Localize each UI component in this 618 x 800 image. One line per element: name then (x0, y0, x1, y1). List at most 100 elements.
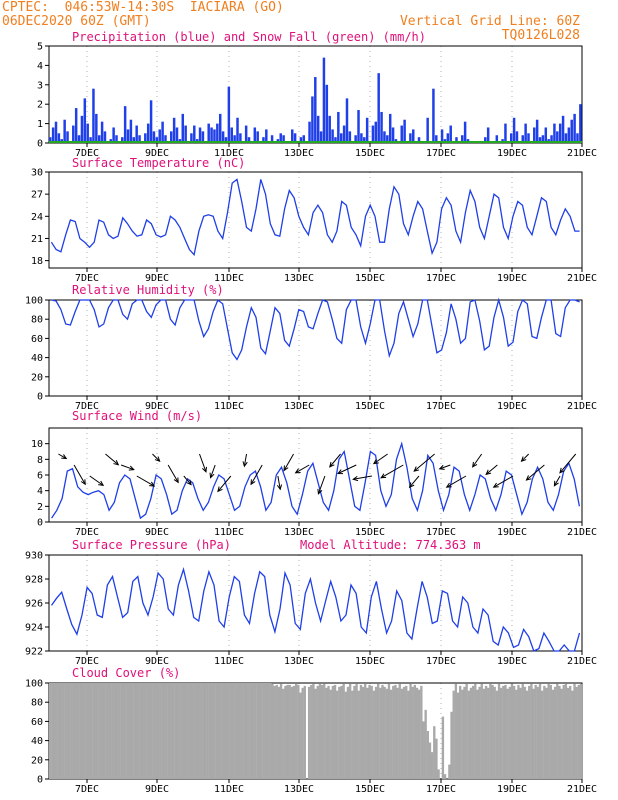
cloud-cover-bar (545, 687, 548, 779)
precip-bar (262, 137, 265, 143)
cloud-cover-bar (85, 683, 89, 779)
cloud-cover-bar (510, 683, 514, 779)
wind-arrow-shaft (329, 453, 341, 468)
panel-title-temperature: Surface Temperature (nC) (72, 156, 246, 170)
precip-bar (112, 127, 115, 143)
x-tick-label: 15DEC (355, 656, 385, 667)
cloud-cover-bar (456, 692, 460, 779)
wind-arrow-shaft (250, 464, 263, 485)
precip-bar (146, 123, 150, 143)
y-tick-label: 6 (37, 471, 43, 482)
cloud-cover-bar (286, 684, 289, 779)
wind-arrow-head (276, 484, 283, 491)
precip-bar (463, 121, 467, 143)
wind-arrow-head (317, 488, 323, 495)
cloud-cover-bar (70, 683, 73, 779)
precip-bar (440, 129, 444, 143)
y-tick-label: 100 (25, 679, 43, 690)
cloud-cover-bar (191, 683, 194, 779)
precip-bar (374, 121, 378, 143)
cloud-cover-bar (98, 683, 101, 779)
precip-bar (115, 135, 118, 143)
x-tick-label: 7DEC (75, 273, 99, 284)
precip-bar (72, 125, 75, 143)
x-tick-label: 17DEC (426, 401, 456, 412)
cloud-cover-bar (269, 683, 272, 779)
precip-bar (83, 98, 87, 143)
cloud-cover-bar (234, 683, 237, 779)
cloud-cover-bar (87, 683, 91, 779)
cloud-cover-bar (150, 683, 153, 779)
y-tick-label: 928 (25, 575, 43, 586)
wind-arrow-head (209, 472, 215, 479)
cloud-cover-bar (59, 683, 63, 779)
cloud-cover-bar (454, 683, 458, 779)
cloud-cover-bar (137, 683, 140, 779)
cloud-cover-bar (323, 683, 326, 779)
precip-bar (550, 135, 553, 143)
cloud-cover-bar (318, 683, 322, 779)
precip-bar (403, 119, 406, 143)
wind-arrow-head (113, 460, 120, 466)
precip-bar (460, 135, 464, 143)
precip-bar (339, 133, 343, 143)
cloud-cover-bar (366, 687, 369, 779)
cloud-cover-bar (450, 711, 453, 779)
cloud-cover-bar (167, 683, 171, 779)
cloud-cover-bar (316, 685, 319, 779)
cloud-cover-bar (243, 683, 246, 779)
cloud-cover-bar (202, 683, 205, 779)
wind-arrow-shaft (337, 464, 357, 474)
cloud-cover-bar (301, 687, 304, 779)
cloud-cover-bar (208, 683, 212, 779)
cloud-cover-bar (193, 683, 196, 779)
precip-bar (380, 111, 383, 143)
y-tick-label: 3 (37, 80, 43, 91)
y-tick-label: 40 (31, 353, 43, 364)
x-tick-label: 21DEC (567, 656, 597, 667)
precip-bar (175, 127, 179, 143)
precip-bar (233, 135, 236, 143)
x-tick-label: 15DEC (355, 527, 385, 538)
cloud-cover-bar (351, 690, 354, 779)
precip-bar (573, 113, 576, 143)
cloud-cover-bar (426, 731, 429, 779)
panel-title-pressure: Surface Pressure (hPa) (72, 538, 231, 552)
cloud-cover-bar (415, 687, 419, 779)
x-tick-label: 17DEC (426, 527, 456, 538)
precip-bar (77, 135, 81, 143)
cloud-cover-bar (346, 686, 350, 779)
x-tick-label: 9DEC (145, 656, 169, 667)
cloud-cover-bar (385, 688, 388, 779)
series-line (51, 297, 580, 361)
cloud-cover-bar (92, 683, 95, 779)
cloud-cover-bar (161, 683, 164, 779)
header-date: 06DEC2020 60Z (GMT) (2, 14, 151, 29)
x-tick-label: 15DEC (355, 273, 385, 284)
cloud-cover-bar (506, 688, 509, 779)
cloud-cover-bar (553, 686, 557, 779)
cloud-cover-bar (562, 684, 565, 779)
wind-arrow-shaft (243, 453, 248, 467)
panel-title-cloud: Cloud Cover (%) (72, 666, 181, 680)
precip-bar (190, 133, 193, 143)
wind-arrow-head (472, 461, 478, 468)
cloud-cover-bar (156, 683, 160, 779)
cloud-cover-bar (381, 684, 384, 779)
cloud-cover-bar (379, 687, 382, 779)
wind-arrow-shaft (553, 475, 561, 487)
precip-bar (383, 131, 386, 143)
x-tick-label: 17DEC (426, 148, 456, 159)
y-tick-label: 1 (37, 119, 43, 130)
cloud-cover-bar (262, 683, 265, 779)
header-coords: 046:53W-14:30S (64, 0, 175, 15)
cloud-cover-bar (525, 690, 529, 779)
precip-bar (435, 135, 438, 143)
cloud-cover-bar (521, 683, 524, 779)
cloud-cover-bar (49, 683, 52, 779)
precip-bar (308, 121, 311, 143)
cloud-cover-bar (495, 690, 499, 779)
cloud-cover-bar (405, 685, 408, 779)
y-tick-label: 2 (37, 100, 43, 111)
cloud-cover-bar (517, 684, 520, 779)
